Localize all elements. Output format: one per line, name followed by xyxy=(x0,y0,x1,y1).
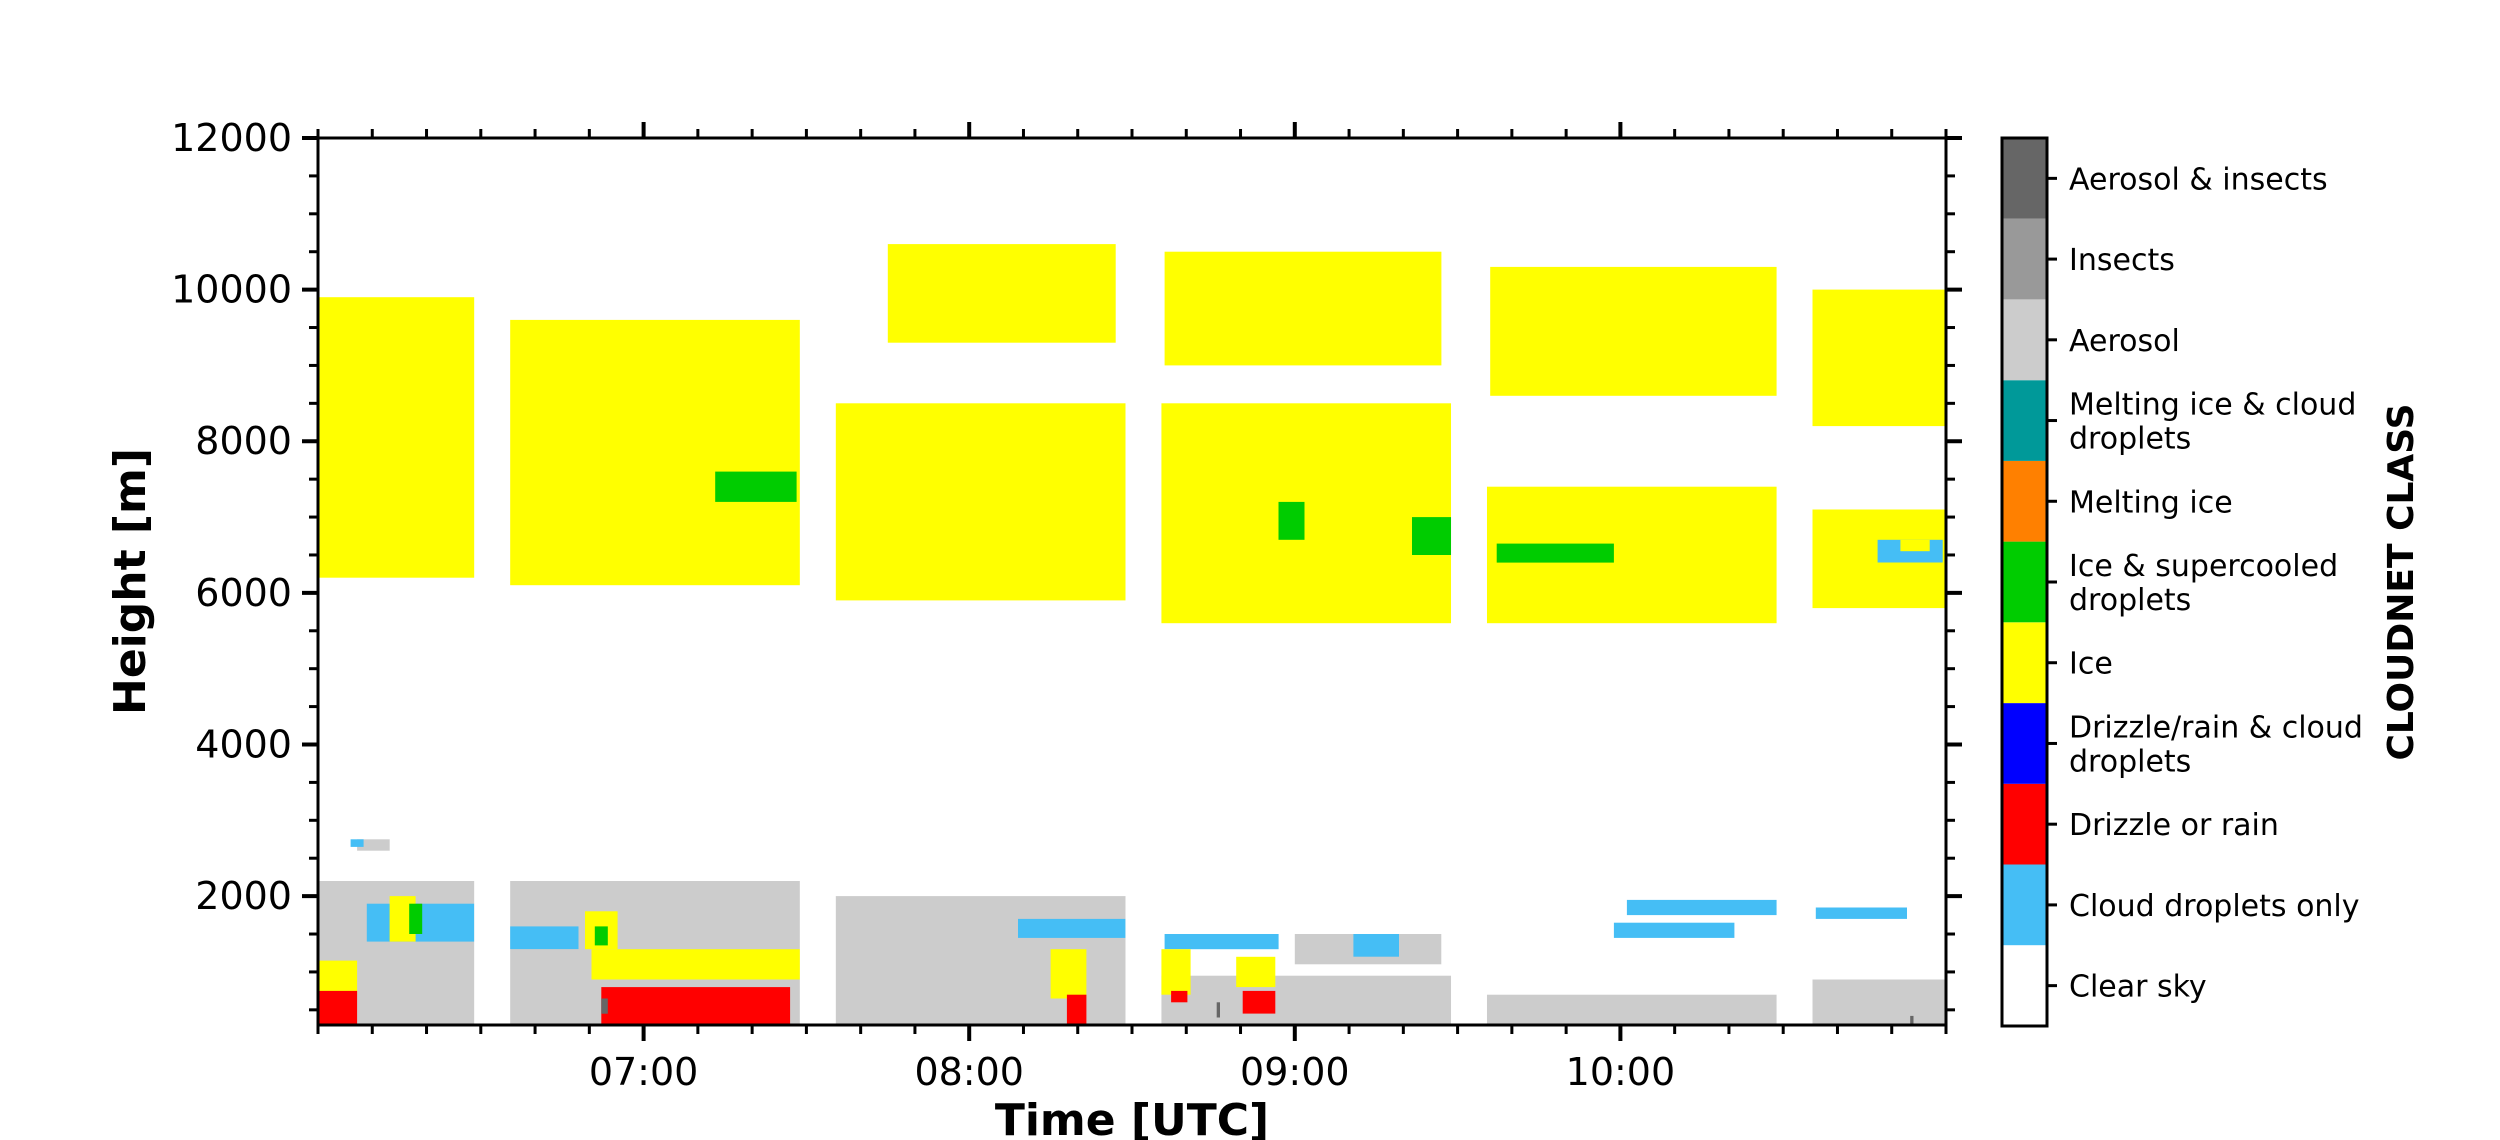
x-tick-label: 09:00 xyxy=(1240,1050,1350,1094)
class-region-ice xyxy=(1164,251,1442,366)
class-region-ice xyxy=(1050,949,1087,999)
colorbar-label: Drizzle or rain xyxy=(2069,808,2279,843)
class-region-ice xyxy=(1236,956,1276,988)
colorbar-swatch xyxy=(2002,945,2047,1026)
class-region-drizzle-or-rain xyxy=(1066,994,1087,1025)
class-region-aerosol-insects xyxy=(1216,1002,1220,1018)
colorbar-swatch xyxy=(2002,299,2047,381)
colorbar-label: droplets xyxy=(2069,745,2191,780)
colorbar-label: Ice & supercooled xyxy=(2069,549,2338,584)
colorbar-frame xyxy=(2000,136,2049,1028)
class-region-ice-supercooled-droplets xyxy=(409,903,423,934)
class-region-ice-supercooled-droplets xyxy=(715,471,797,502)
colorbar-swatch xyxy=(2002,622,2047,704)
x-tick-label: 08:00 xyxy=(914,1050,1024,1094)
colorbar-swatch xyxy=(2002,541,2047,623)
colorbar-label: droplets xyxy=(2069,583,2191,618)
class-region-aerosol-insects xyxy=(601,998,608,1014)
colorbar-label: Insects xyxy=(2069,243,2175,278)
class-region-cloud-droplets-only xyxy=(1613,922,1735,938)
class-region-ice xyxy=(591,949,800,980)
colorbar-label: Aerosol xyxy=(2069,324,2180,359)
class-region-aerosol xyxy=(357,839,390,851)
class-region-aerosol xyxy=(1486,994,1777,1025)
colorbar-label: droplets xyxy=(2069,422,2191,457)
class-region-ice xyxy=(887,244,1116,343)
class-region-ice xyxy=(1900,539,1930,552)
colorbar-label: Aerosol & insects xyxy=(2069,162,2328,197)
colorbar-label: Melting ice xyxy=(2069,485,2233,520)
y-tick-label: 8000 xyxy=(195,419,292,463)
class-region-ice xyxy=(1812,289,1946,427)
class-region-cloud-droplets-only xyxy=(1353,934,1399,957)
colorbar-swatch xyxy=(2002,380,2047,461)
data-gap xyxy=(1125,138,1162,1025)
colorbar-swatch xyxy=(2002,138,2047,219)
data-gap xyxy=(1451,138,1487,1025)
colorbar-swatch xyxy=(2002,703,2047,784)
class-region-aerosol xyxy=(1812,979,1946,1025)
x-tick-label: 07:00 xyxy=(589,1050,699,1094)
y-tick-label: 2000 xyxy=(195,874,292,918)
y-tick-label: 12000 xyxy=(171,116,292,160)
data-gap xyxy=(474,138,511,1025)
class-region-drizzle-or-rain xyxy=(1242,990,1276,1014)
y-tick-label: 10000 xyxy=(171,268,292,312)
plot-area xyxy=(318,138,1946,1025)
colorbar: Clear sky Cloud droplets only Drizzle or r… xyxy=(2000,136,2363,1028)
class-region-ice xyxy=(835,403,1126,601)
y-tick-label: 4000 xyxy=(195,722,292,766)
colorbar-swatch xyxy=(2002,218,2047,300)
y-axis-title: Height [m] xyxy=(105,448,156,715)
class-region-ice-supercooled-droplets xyxy=(594,926,608,946)
data-gap xyxy=(1776,138,1813,1025)
colorbar-swatch xyxy=(2002,460,2047,542)
axes: 07:00 08:00 09:00 10:00 2000 4000 6000 8000 1000… xyxy=(171,116,1962,1094)
class-region-ice-supercooled-droplets xyxy=(1496,543,1614,563)
class-region-ice xyxy=(318,960,358,995)
class-region-aerosol-insects xyxy=(1910,1015,1914,1025)
x-axis-title: Time [UTC] xyxy=(995,1095,1269,1140)
class-region-drizzle-or-rain xyxy=(601,987,791,1025)
y-tick-label: 6000 xyxy=(195,571,292,615)
class-region-ice xyxy=(1161,949,1191,995)
class-region-ice-supercooled-droplets xyxy=(1412,517,1452,555)
class-region-ice xyxy=(510,319,800,586)
class-region-drizzle-or-rain xyxy=(318,990,358,1025)
class-region-ice-supercooled-droplets xyxy=(1278,501,1305,540)
class-region-cloud-droplets-only xyxy=(1626,899,1777,916)
class-region-drizzle-or-rain xyxy=(1171,990,1188,1003)
class-region-cloud-droplets-only xyxy=(1018,918,1126,938)
colorbar-swatch xyxy=(2002,783,2047,865)
colorbar-label: Drizzle/rain & cloud xyxy=(2069,711,2363,746)
x-tick-label: 10:00 xyxy=(1566,1050,1676,1094)
colorbar-swatch xyxy=(2002,864,2047,946)
class-region-cloud-droplets-only xyxy=(1815,907,1907,919)
class-region-aerosol xyxy=(1161,975,1452,1025)
colorbar-label: Clear sky xyxy=(2069,970,2207,1005)
class-region-ice xyxy=(1161,403,1452,624)
colorbar-label: Melting ice & cloud xyxy=(2069,388,2356,423)
colorbar-label: Cloud droplets only xyxy=(2069,889,2360,924)
class-region-cloud-droplets-only xyxy=(510,926,579,950)
class-region-ice xyxy=(318,297,475,578)
colorbar-label: Ice xyxy=(2069,647,2113,682)
class-region-cloud-droplets-only xyxy=(350,839,364,847)
data-gap xyxy=(799,138,836,1025)
class-region-ice xyxy=(1490,266,1777,396)
colorbar-title: CLOUDNET CLASS xyxy=(2381,403,2422,760)
class-region-cloud-droplets-only xyxy=(1164,934,1279,950)
